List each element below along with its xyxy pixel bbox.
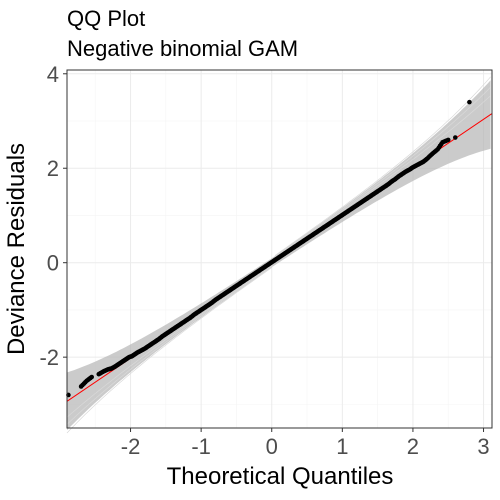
chart-title: QQ Plot: [67, 6, 146, 31]
simulated-envelope-line: [66, 76, 491, 434]
x-tick-label: -1: [191, 434, 211, 459]
x-tick-label: 0: [266, 434, 278, 459]
y-tick-label: 4: [47, 62, 59, 87]
data-point: [452, 135, 458, 140]
data-point: [467, 99, 472, 105]
y-axis-title: Deviance Residuals: [3, 142, 30, 356]
data-points: [66, 99, 472, 398]
data-point: [89, 374, 95, 380]
chart-subtitle: Negative binomial GAM: [67, 36, 299, 61]
x-axis-ticks: -2 -1 0 1 2 3: [121, 428, 490, 459]
y-axis-ticks: -2 0 2 4: [39, 62, 67, 370]
x-tick-label: 3: [477, 434, 489, 459]
x-tick-label: 2: [407, 434, 419, 459]
plot-border: [66, 69, 493, 429]
x-tick-label: 1: [336, 434, 348, 459]
y-tick-label: 0: [47, 251, 59, 276]
y-tick-label: -2: [39, 345, 59, 370]
x-axis-title: Theoretical Quantiles: [166, 463, 394, 490]
y-tick-label: 2: [47, 156, 59, 181]
x-tick-label: -2: [121, 434, 141, 459]
simulated-envelope-line: [66, 86, 491, 425]
minor-gridlines: [67, 70, 492, 428]
data-point: [445, 137, 451, 143]
plot-panel: [67, 70, 492, 428]
